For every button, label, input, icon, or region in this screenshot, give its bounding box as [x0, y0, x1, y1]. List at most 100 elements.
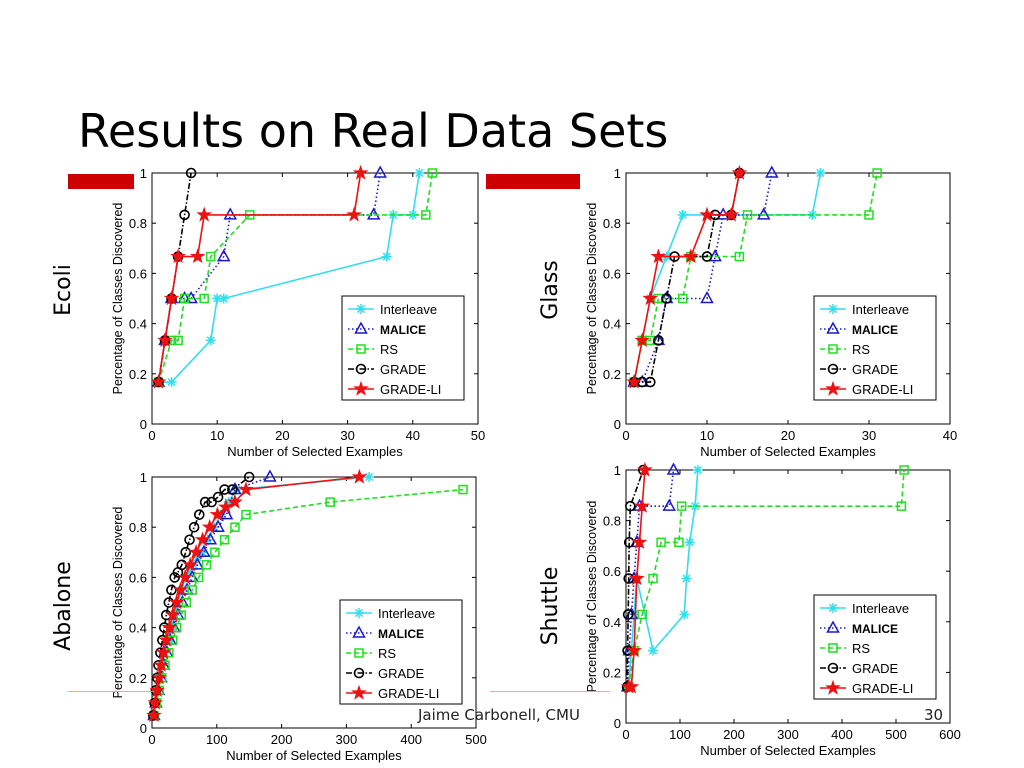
legend: Interleave MALICE RS GRADE GRADE-LI — [341, 295, 465, 401]
legend-marker — [354, 648, 364, 658]
data-point — [201, 518, 218, 534]
data-point — [637, 461, 653, 477]
data-point — [765, 165, 779, 178]
data-point — [243, 471, 255, 483]
data-point — [634, 497, 651, 513]
x-tick-label: 400 — [831, 727, 853, 742]
data-point — [184, 534, 195, 546]
footer-rule-right — [490, 691, 610, 692]
data-point — [653, 335, 664, 346]
legend-entry: Interleave — [380, 302, 437, 317]
legend-marker — [353, 667, 365, 679]
y-tick-label: 0.6 — [603, 266, 621, 281]
data-point — [147, 694, 164, 710]
x-tick-label: 300 — [777, 727, 799, 742]
data-point — [325, 497, 335, 507]
series-line — [627, 469, 905, 687]
data-point — [188, 544, 204, 560]
legend-marker — [826, 321, 840, 334]
data-point — [181, 597, 192, 608]
data-point — [227, 484, 238, 495]
data-point — [628, 570, 645, 586]
x-tick-label: 400 — [400, 732, 422, 747]
data-point — [218, 293, 229, 304]
data-point — [157, 332, 173, 348]
data-point — [815, 168, 826, 178]
series-grade-li — [150, 164, 369, 389]
legend-entry: RS — [852, 641, 870, 656]
data-point — [699, 206, 715, 222]
data-point — [230, 522, 240, 532]
legend-marker — [825, 380, 841, 396]
y-tick-label: 0.2 — [603, 367, 621, 382]
legend-marker — [826, 620, 840, 633]
data-point — [205, 251, 216, 262]
legend-marker — [828, 344, 838, 354]
data-point — [677, 293, 688, 304]
data-point — [241, 509, 251, 520]
x-tick-label: 50 — [471, 428, 485, 443]
data-point — [723, 206, 740, 222]
x-axis-label: Number of Selected Examples — [226, 748, 402, 763]
data-point — [648, 645, 658, 656]
data-point — [199, 293, 209, 304]
legend-entry: RS — [378, 646, 396, 661]
data-point — [210, 547, 220, 558]
series-line — [627, 469, 699, 687]
y-tick-label: 0.4 — [603, 615, 621, 630]
data-point — [692, 465, 703, 475]
data-point — [414, 168, 425, 178]
x-tick-label: 200 — [271, 732, 293, 747]
data-point — [219, 535, 230, 545]
data-point — [149, 682, 165, 698]
accent-bar-left — [68, 174, 134, 189]
legend-marker — [825, 679, 841, 695]
data-point — [170, 248, 186, 264]
data-point — [155, 644, 172, 660]
x-tick-label: 20 — [275, 428, 289, 443]
data-point — [644, 376, 656, 388]
data-point — [622, 609, 634, 620]
series-line — [634, 172, 773, 383]
data-point — [153, 657, 169, 672]
legend-entry: Interleave — [852, 302, 909, 317]
data-point — [179, 293, 190, 304]
x-tick-label: 20 — [781, 428, 795, 443]
data-point — [623, 678, 640, 694]
data-point — [701, 251, 713, 262]
legend-entry: GRADE — [380, 362, 427, 377]
x-axis-label: Number of Selected Examples — [700, 743, 876, 758]
x-tick-label: 500 — [465, 732, 487, 747]
data-point — [625, 500, 636, 512]
data-point — [731, 164, 748, 180]
data-point — [182, 556, 199, 572]
y-tick-label: 0.8 — [129, 520, 147, 535]
y-tick-label: 0 — [140, 417, 147, 432]
y-tick-label: 0.2 — [129, 367, 147, 382]
y-tick-label: 0 — [140, 721, 147, 736]
data-point — [263, 469, 277, 482]
y-tick-label: 0 — [614, 417, 621, 432]
series-grade-li — [620, 461, 653, 694]
data-point — [684, 537, 695, 548]
data-point — [218, 498, 234, 514]
data-point — [180, 546, 191, 558]
legend-entry: MALICE — [852, 622, 898, 636]
x-tick-label: 40 — [943, 428, 957, 443]
y-tick-label: 0 — [614, 716, 621, 731]
accent-bar-right — [486, 174, 580, 189]
data-point — [168, 594, 185, 610]
legend-entry: GRADE-LI — [852, 681, 913, 696]
x-tick-label: 300 — [336, 732, 358, 747]
y-tick-label: 0.8 — [129, 216, 147, 231]
legend-marker — [354, 321, 368, 334]
legend-marker — [353, 380, 369, 396]
legend-entry: GRADE-LI — [378, 686, 439, 701]
legend-marker — [828, 603, 838, 613]
legend-marker — [351, 684, 367, 700]
y-tick-label: 0.6 — [129, 266, 147, 281]
data-point — [681, 573, 692, 584]
